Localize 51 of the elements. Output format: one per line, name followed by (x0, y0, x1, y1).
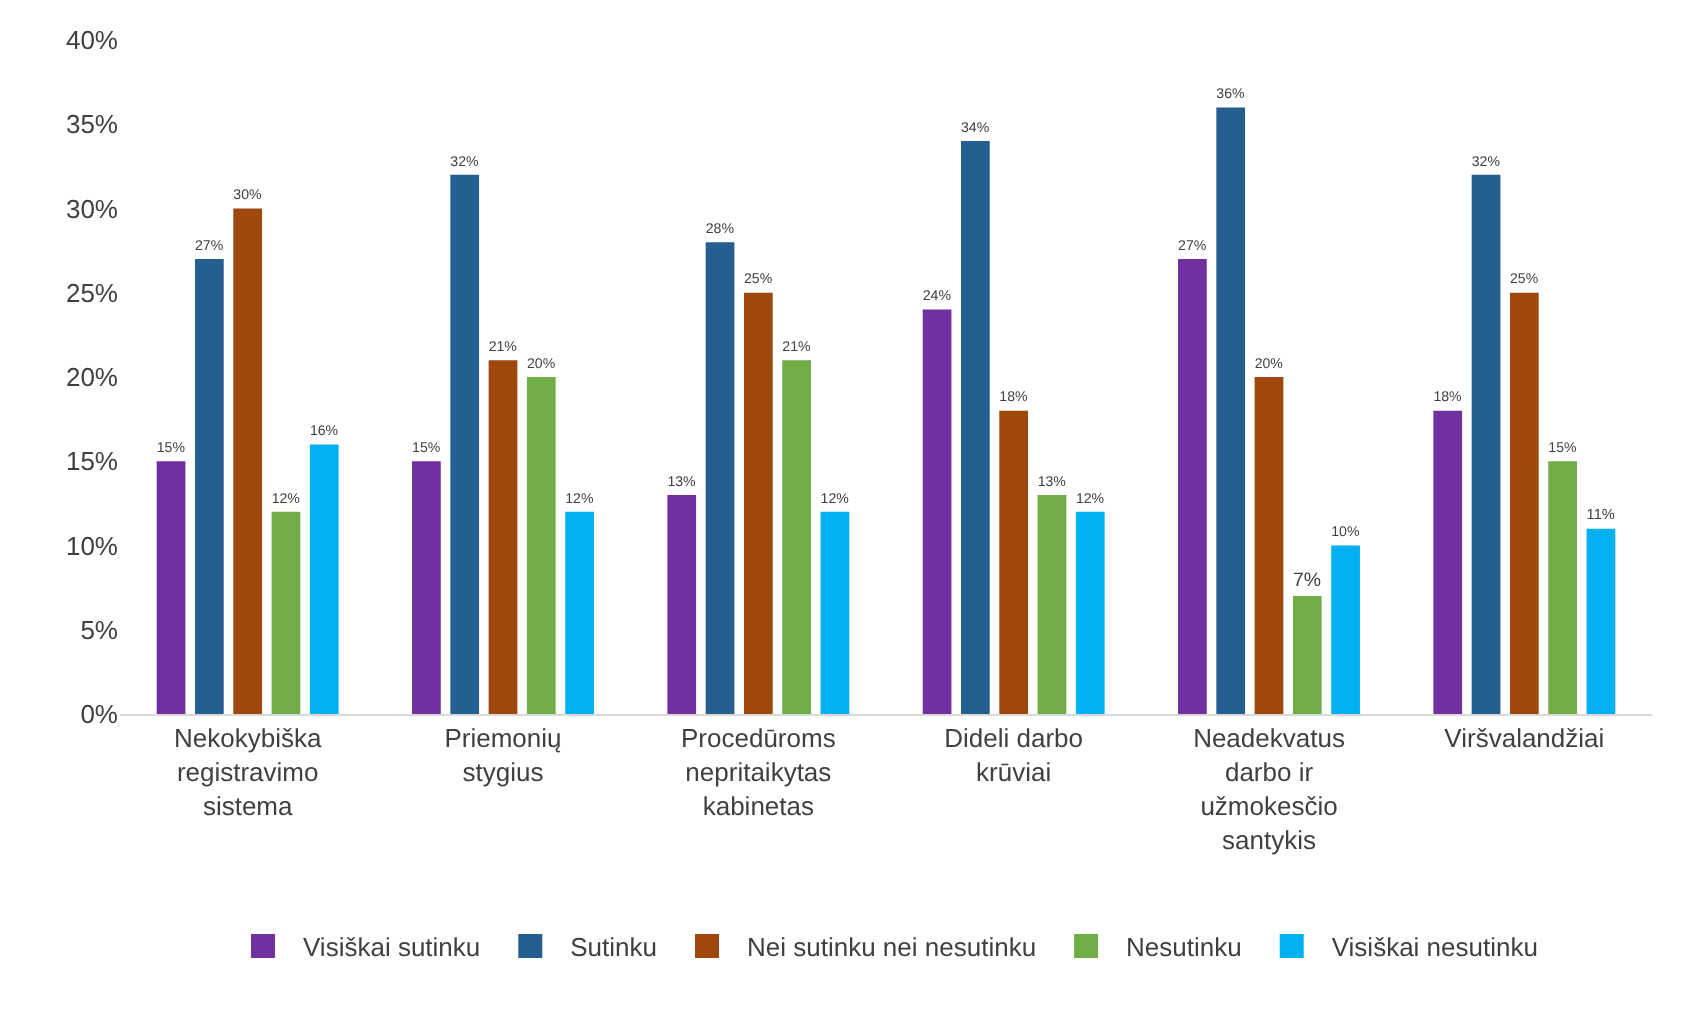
bar (1216, 107, 1246, 714)
y-tick-label: 5% (80, 614, 119, 645)
bar (1037, 494, 1067, 714)
bar (1254, 377, 1284, 714)
bar (195, 259, 224, 714)
data-label: 7% (1292, 569, 1322, 592)
y-tick-label: 35% (65, 109, 119, 140)
bar (526, 377, 556, 714)
bar (412, 461, 441, 714)
bar (565, 511, 594, 714)
bar (1178, 259, 1207, 714)
bar (922, 309, 952, 714)
bar (667, 494, 697, 714)
bar (1548, 461, 1577, 714)
bar (820, 511, 850, 714)
legend-label: Nei sutinku nei nesutinku (747, 932, 1037, 963)
y-tick-label: 20% (65, 362, 119, 393)
y-tick-label: 0% (80, 699, 119, 730)
x-tick-label: Nekokybiška registravimo sistema (173, 723, 323, 821)
x-tick-label: Neadekvatus darbo ir užmokesčio santykis (1193, 723, 1346, 855)
bar (705, 242, 735, 714)
y-tick-label: 15% (65, 446, 119, 477)
bar (1075, 511, 1105, 714)
legend-label: Sutinku (570, 932, 658, 963)
bar (488, 360, 518, 714)
y-tick-label: 10% (65, 530, 119, 561)
x-tick-label: Procedūroms nepritaikytas kabinetas (681, 723, 837, 821)
y-tick-label: 30% (65, 193, 119, 224)
bar (450, 174, 480, 714)
bar (1471, 174, 1501, 714)
legend-label: Visiškai sutinku (303, 932, 481, 963)
bar (782, 360, 811, 714)
bar (1292, 596, 1322, 714)
bar (961, 141, 990, 714)
legend-label: Visiškai nesutinku (1331, 932, 1538, 963)
x-tick-label: Viršvalandžiai (1444, 723, 1605, 754)
bar (156, 461, 186, 714)
bar (233, 208, 263, 714)
bar (743, 292, 773, 714)
y-tick-label: 40% (65, 25, 119, 56)
bar (271, 511, 301, 714)
legend-label: Nesutinku (1126, 932, 1242, 963)
x-tick-label: Priemonių stygius (444, 723, 562, 787)
bar (1331, 545, 1360, 714)
y-tick-label: 25% (65, 277, 119, 308)
bar (1586, 528, 1616, 714)
x-tick-label: Dideli darbo krūviai (944, 723, 1084, 787)
bar (309, 444, 339, 714)
bar (999, 410, 1029, 714)
bar (1433, 410, 1463, 714)
bar (1509, 292, 1539, 714)
